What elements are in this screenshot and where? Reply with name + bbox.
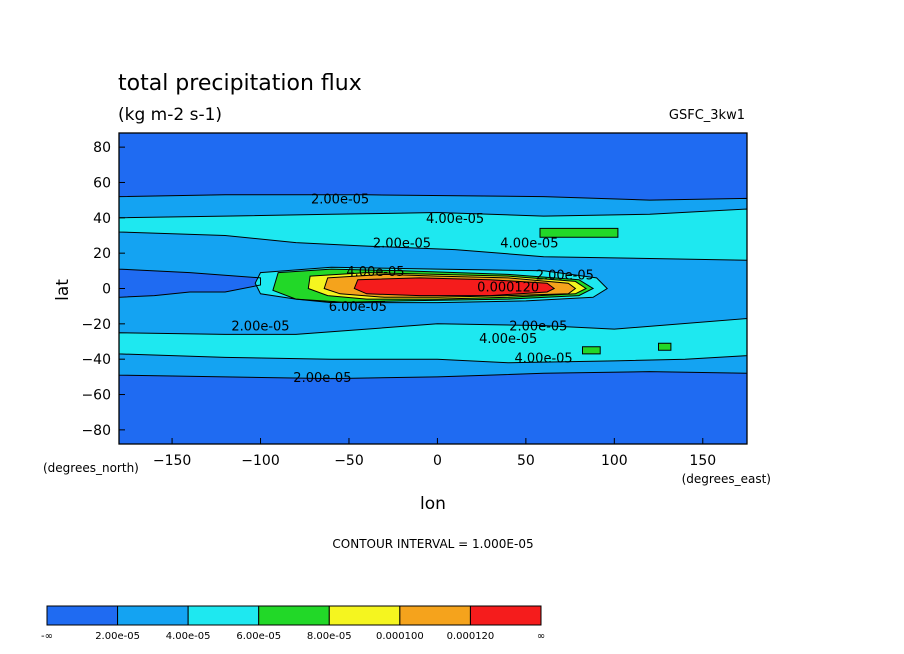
contour-label-3: 4.00e-05: [500, 237, 558, 252]
fill-patch-6e-05-south: [582, 346, 601, 354]
colorbar-swatch: [46, 605, 119, 626]
contour-label-9: 2.00e-05: [509, 320, 567, 335]
contour-band-2e-05: [118, 194, 748, 380]
fill-patch-6e-05-north: [540, 228, 618, 238]
colorbar-swatch: [258, 605, 330, 626]
x-tick-label: 0: [433, 453, 442, 469]
contour-label-4: 4.00e-05: [346, 265, 404, 280]
colorbar-label: 0.000120: [447, 631, 495, 642]
y-tick-label: −20: [81, 317, 111, 333]
contour-label-1: 4.00e-05: [426, 212, 484, 227]
fill-band-0.00012: [354, 277, 555, 296]
contour-label-2: 2.00e-05: [373, 237, 431, 252]
colorbar-label: 4.00e-05: [166, 631, 211, 642]
contour-patch-6e-05-north: [539, 227, 619, 238]
contour-band-6e-05: [272, 268, 595, 304]
contour-label-11: 4.00e-05: [515, 351, 573, 366]
colorbar-swatch: [399, 605, 471, 626]
contour-label-0: 2.00e-05: [311, 192, 369, 207]
y-tick-label: −40: [81, 352, 111, 368]
contour-band-4e-05-tropical: [254, 266, 608, 304]
contour-patch-6e-05-south: [582, 346, 601, 355]
x-units-label: (degrees_east): [682, 472, 771, 486]
y-tick-label: −80: [81, 423, 111, 439]
colorbar-swatch: [117, 605, 189, 626]
y-tick-label: 40: [93, 211, 111, 227]
colorbar-label: -∞: [41, 631, 53, 642]
colorbar: -∞ 2.00e-05 4.00e-05 6.00e-05 8.00e-05 0.0001…: [41, 605, 545, 642]
dataset-label: GSFC_3kw1: [669, 108, 745, 123]
x-tick-label: 50: [517, 453, 535, 469]
x-tick-label: −100: [241, 453, 279, 469]
fill-patch-6e-05-south-2: [658, 343, 671, 351]
contour-label-7: 6.00e-05: [329, 300, 387, 315]
chart-subtitle: (kg m-2 s-1): [118, 105, 222, 125]
y-tick-label: 20: [93, 246, 111, 262]
y-tick-label: −60: [81, 388, 111, 404]
chart-title: total precipitation flux: [118, 71, 362, 96]
x-tick-label: 100: [601, 453, 628, 469]
contour-label-10: 4.00e-05: [479, 332, 537, 347]
contour-label-12: 2.00e-05: [293, 371, 351, 386]
y-tick-label: 0: [102, 282, 111, 298]
y-axis-label: lat: [53, 279, 73, 301]
colorbar-label: ∞: [537, 631, 545, 642]
contour-labels: 2.00e-054.00e-052.00e-05 4.00e-054.00e-05…: [231, 192, 593, 386]
contour-band-0.0001: [323, 273, 577, 298]
colorbar-swatch: [469, 605, 542, 626]
colorbar-swatch: [187, 605, 260, 626]
x-tick-label: 150: [689, 453, 716, 469]
colorbar-swatch: [328, 605, 401, 626]
x-axis: −150 −100 −50 0 50 100 150: [153, 438, 716, 469]
contour-label-6: 0.000120: [477, 281, 539, 296]
y-tick-label: 80: [93, 140, 111, 156]
y-tick-label: 60: [93, 175, 111, 191]
plot-area: 2.00e-054.00e-052.00e-05 4.00e-054.00e-05…: [118, 132, 748, 445]
colorbar-label: 6.00e-05: [236, 631, 281, 642]
colorbar-label: 0.000100: [376, 631, 424, 642]
x-tick-label: −150: [153, 453, 191, 469]
contour-band-4e-05-north: [118, 208, 748, 261]
contour-band-8e-05: [307, 272, 587, 300]
contour-band-0.00012: [353, 277, 556, 297]
colorbar-label: 8.00e-05: [307, 631, 352, 642]
contour-label-8: 2.00e-05: [231, 320, 289, 335]
contour-interval-label: CONTOUR INTERVAL = 1.000E-05: [332, 537, 533, 551]
x-tick-label: −50: [334, 453, 364, 469]
x-axis-label: lon: [420, 494, 446, 514]
y-axis: −80 −60 −40 −20 0 20 40 60 80: [81, 140, 125, 439]
contour-patch-6e-05-south-2: [658, 342, 672, 351]
fill-band-4e-05-north: [119, 209, 747, 261]
y-units-label: (degrees_north): [43, 461, 139, 475]
colorbar-label: 2.00e-05: [95, 631, 140, 642]
contour-label-5: 2.00e-05: [536, 268, 594, 283]
